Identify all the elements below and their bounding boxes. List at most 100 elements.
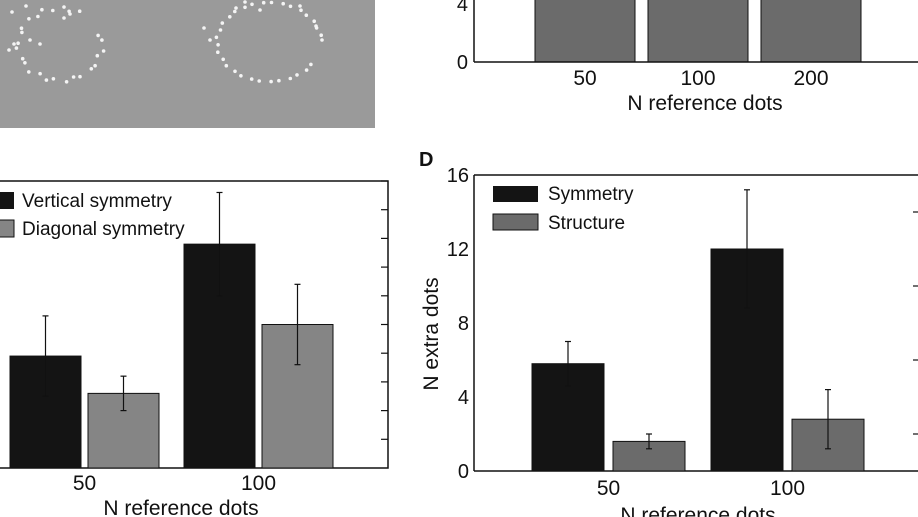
x-tick-label: 200: [793, 67, 828, 90]
stimulus-dot: [51, 77, 56, 81]
stimulus-dot: [96, 33, 100, 38]
stimulus-dot: [269, 0, 274, 5]
stimulus-dot: [89, 67, 94, 71]
stimulus-dot: [221, 57, 225, 62]
stimulus-dot: [239, 74, 243, 78]
stimulus-dot: [62, 16, 66, 20]
y-tick-label: 8: [458, 313, 469, 335]
stimulus-dot: [295, 73, 299, 77]
stimulus-dots: [7, 0, 324, 84]
bar: [760, 0, 862, 63]
stimulus-dot: [36, 14, 40, 19]
bar: [647, 0, 749, 63]
stimulus-dot: [14, 46, 19, 50]
stimulus-dot: [10, 10, 14, 14]
stimulus-dot: [304, 13, 309, 17]
stimulus-dot: [320, 38, 324, 42]
legend-label-structure: Structure: [548, 213, 625, 234]
legend: Vertical symmetry Diagonal symmetry: [0, 191, 185, 240]
stimulus-dot: [288, 4, 293, 9]
stimulus-dot: [228, 14, 232, 19]
stimulus-dot: [101, 49, 106, 53]
stimulus-dot: [312, 19, 317, 24]
stimulus-dot: [299, 8, 303, 12]
stimulus-dot: [233, 9, 237, 14]
stimulus-dot: [27, 70, 31, 74]
stimulus-dot: [40, 7, 44, 12]
stimulus-dot: [28, 38, 32, 42]
chart-top-right: 0 4 50 100 200 N reference dots: [457, 0, 918, 115]
x-axis-label: N reference dots: [103, 497, 258, 517]
y-tick-label: 4: [458, 387, 469, 409]
legend-swatch-structure: [492, 213, 539, 231]
stimulus-dot: [64, 80, 69, 84]
stimulus-dot: [20, 30, 24, 35]
stimulus-dot: [216, 43, 220, 47]
stimulus-dot: [304, 68, 309, 72]
stimulus-dot: [93, 63, 97, 68]
stimulus-dot: [314, 24, 318, 28]
stimulus-dot: [27, 17, 31, 21]
legend-swatch-symmetry: [493, 186, 538, 202]
x-tick-label: 50: [597, 477, 620, 500]
stimulus-dot: [51, 8, 55, 13]
stimulus-dot: [288, 76, 293, 81]
stimulus-dot: [257, 79, 262, 83]
stimulus-dot: [19, 26, 24, 31]
stimulus-dot: [277, 78, 281, 83]
stimulus-dot: [208, 38, 212, 42]
stimulus-dot: [233, 69, 237, 74]
stimulus-background: [0, 0, 375, 128]
x-tick-label: 100: [770, 477, 805, 500]
y-tick-label: 16: [447, 165, 469, 187]
stimulus-dot: [214, 35, 219, 40]
chart-bottom-left: 50 100 Vertical symmetry Diagonal symmetr…: [0, 180, 389, 517]
stimulus-dot: [38, 71, 42, 76]
stimulus-dot: [261, 0, 266, 5]
stimulus-dot: [71, 75, 76, 79]
x-tick-label: 50: [73, 472, 96, 495]
stimulus-dot: [250, 2, 254, 7]
legend-label-vertical: Vertical symmetry: [22, 191, 172, 212]
y-axis-label: N extra dots: [420, 277, 443, 390]
stimulus-dot: [95, 53, 100, 58]
legend-swatch-diagonal: [0, 219, 15, 238]
y-tick-label: 0: [458, 461, 469, 483]
stimulus-dot: [243, 5, 247, 10]
stimulus-panel: [0, 0, 375, 128]
stimulus-dot: [44, 78, 49, 82]
bar: [534, 0, 636, 63]
x-axis-label: N reference dots: [627, 92, 782, 115]
stimulus-dot: [298, 4, 302, 8]
stimulus-dot: [269, 79, 273, 84]
stimulus-dot: [220, 21, 225, 25]
x-tick-label: 100: [241, 472, 276, 495]
chart-d: D 0 4 8 12 16 50 100 Symmetry Structure N ext…: [419, 149, 918, 517]
stimulus-dot: [77, 9, 82, 13]
x-axis-label: N reference dots: [620, 504, 775, 517]
stimulus-dot: [24, 4, 28, 8]
stimulus-dot: [16, 41, 20, 45]
stimulus-dot: [7, 48, 11, 52]
stimulus-dot: [78, 74, 82, 79]
stimulus-dot: [62, 5, 66, 9]
stimulus-dot: [218, 28, 223, 32]
panel-label-d: D: [419, 149, 433, 171]
stimulus-dot: [216, 50, 220, 54]
y-tick-label: 0: [457, 52, 468, 74]
stimulus-dot: [23, 61, 27, 65]
stimulus-dot: [224, 63, 229, 68]
legend-label-diagonal: Diagonal symmetry: [22, 219, 185, 240]
stimulus-dot: [309, 62, 313, 67]
stimulus-dot: [202, 26, 206, 30]
stimulus-dot: [249, 77, 254, 81]
y-tick-label: 12: [447, 239, 469, 261]
stimulus-dot: [234, 6, 238, 10]
stimulus-dot: [281, 1, 286, 6]
legend-swatch-vertical: [0, 192, 14, 209]
x-tick-label: 100: [680, 67, 715, 90]
stimulus-dot: [68, 12, 72, 16]
stimulus-dot: [319, 33, 324, 37]
stimulus-dot: [38, 42, 42, 46]
